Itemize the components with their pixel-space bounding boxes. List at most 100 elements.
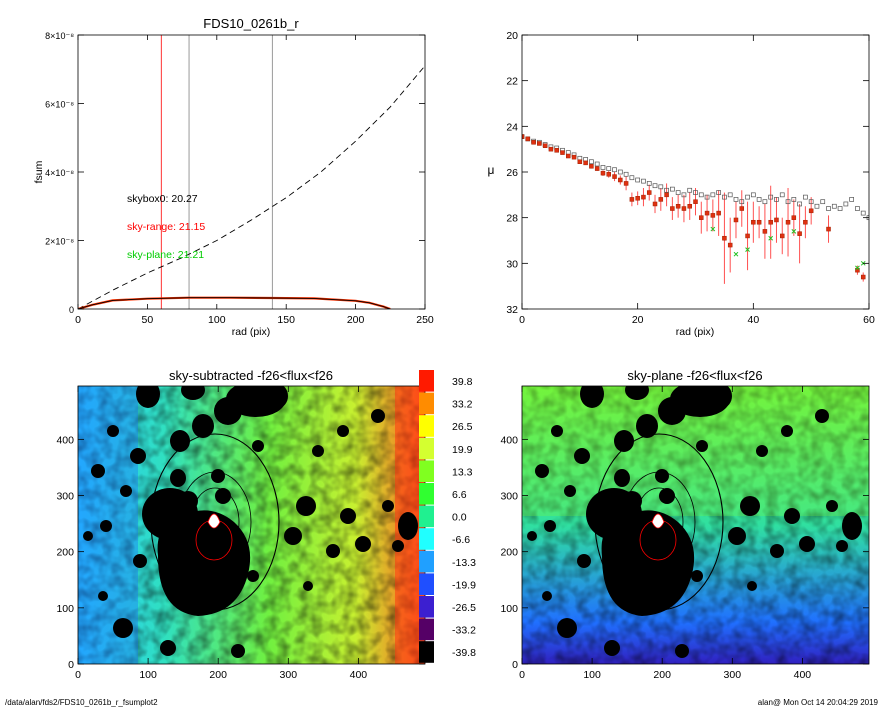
colorbar-swatch bbox=[419, 437, 434, 460]
map1-ytick-label: 100 bbox=[56, 603, 74, 615]
sb-red-point bbox=[797, 231, 802, 236]
sb-red-point bbox=[571, 154, 577, 160]
sb-green-point bbox=[768, 235, 774, 241]
sb-red-point bbox=[808, 208, 814, 214]
sb-red-point bbox=[635, 196, 640, 201]
sb-red-point bbox=[560, 150, 565, 155]
sb-red-point bbox=[745, 233, 750, 239]
sb-gray-point bbox=[722, 194, 727, 200]
map2-ytick-label: 300 bbox=[500, 491, 518, 503]
sb-gray-point bbox=[779, 192, 785, 198]
sb-gray-point bbox=[589, 159, 594, 165]
sb-ytick-label: 24 bbox=[506, 121, 518, 133]
map1-xtick-label: 200 bbox=[209, 669, 227, 681]
map2-xtick-label: 200 bbox=[653, 669, 671, 681]
sb-red-point bbox=[710, 213, 716, 218]
profile-ylabel: fsum bbox=[33, 160, 45, 183]
annotation-skybox0: skybox0: 20.27 bbox=[127, 193, 198, 205]
colorbar-label: 0.0 bbox=[452, 512, 467, 524]
footer-timestamp: alan@ Mon Oct 14 20:04:29 2019 bbox=[758, 698, 879, 707]
sb-gray-point bbox=[681, 192, 687, 198]
sb-gray-point bbox=[791, 197, 797, 202]
sb-ylabel: μ bbox=[488, 163, 495, 177]
sb-red-point bbox=[583, 160, 588, 166]
sb-ytick-label: 28 bbox=[506, 213, 518, 225]
profile-ytick-label: 6×10⁻⁸ bbox=[45, 100, 74, 110]
map2-frame bbox=[521, 385, 870, 665]
sb-gray-point bbox=[704, 194, 710, 200]
sb-xtick-label: 60 bbox=[863, 314, 875, 326]
sb-gray-point bbox=[693, 190, 698, 195]
sb-gray-point bbox=[739, 199, 745, 205]
sb-red-point bbox=[780, 233, 785, 239]
colorbar-label: -6.6 bbox=[452, 534, 470, 546]
sb-red-point bbox=[670, 206, 675, 211]
sb-ytick-label: 26 bbox=[506, 167, 518, 179]
profile-xtick-label: 0 bbox=[75, 314, 81, 326]
sb-gray-point bbox=[826, 206, 831, 211]
sb-red-point bbox=[687, 204, 692, 209]
map2-xtick-label: 100 bbox=[583, 669, 601, 681]
sb-red-point bbox=[733, 217, 739, 223]
sb-red-point bbox=[756, 219, 762, 225]
colorbar-swatch bbox=[419, 415, 434, 437]
colorbar-swatch bbox=[419, 460, 434, 482]
sb-green-point bbox=[733, 251, 739, 257]
sb-red-point bbox=[860, 274, 866, 280]
sb-gray-point bbox=[756, 197, 762, 202]
colorbar-label: 19.9 bbox=[452, 444, 473, 456]
sb-red-point bbox=[542, 143, 548, 148]
sb-green-point bbox=[791, 229, 797, 234]
map-sky-plane: sky-plane -f26<flux<f26 0 100 200 300 400 0 1… bbox=[500, 368, 870, 681]
sb-green-point bbox=[745, 247, 750, 252]
sb-gray-point bbox=[612, 167, 617, 173]
footer-filepath: /data/alan/fds2/FDS10_0261b_r_fsumplot2 bbox=[5, 698, 158, 707]
sb-gray-point bbox=[814, 203, 820, 209]
sb-ytick-label: 20 bbox=[506, 30, 518, 42]
sb-gray-point bbox=[837, 206, 843, 211]
sb-red-point bbox=[531, 140, 536, 145]
sb-gray-point bbox=[820, 199, 826, 205]
map2-ytick-label: 200 bbox=[500, 547, 518, 559]
sb-red-point bbox=[785, 219, 791, 225]
colorbar-label: -26.5 bbox=[452, 602, 476, 614]
sb-gray-point bbox=[768, 194, 774, 200]
sb-gray-point bbox=[623, 171, 629, 177]
sb-red-point bbox=[623, 181, 629, 186]
sb-gray-point bbox=[617, 169, 623, 175]
profile-black-curve bbox=[78, 297, 391, 309]
profile-plot: FDS10_0261b_r 0 50 100 150 200 250 0 2×10⁻⁸ 4×1… bbox=[33, 16, 434, 338]
sb-gray-point bbox=[831, 203, 837, 209]
profile-xlabel: rad (pix) bbox=[232, 326, 271, 338]
sb-red-point bbox=[618, 177, 623, 183]
colorbar-label: 33.2 bbox=[452, 399, 473, 411]
sb-red-point bbox=[664, 192, 669, 198]
sb-red-point bbox=[652, 201, 658, 207]
sb-red-point bbox=[762, 229, 768, 234]
profile-ytick-label: 2×10⁻⁸ bbox=[45, 237, 74, 247]
colorbar-swatch bbox=[419, 573, 434, 595]
sb-gray-point bbox=[860, 210, 866, 216]
sb-gray-point bbox=[849, 197, 855, 202]
profile-xtick-label: 250 bbox=[416, 314, 434, 326]
sb-red-point bbox=[612, 174, 617, 179]
sb-gray-point bbox=[855, 206, 860, 211]
annotation-sky-plane: sky-plane: 21.21 bbox=[127, 249, 204, 261]
sb-gray-point bbox=[785, 199, 791, 205]
sb-red-point bbox=[629, 197, 635, 202]
sb-gray-point bbox=[750, 192, 756, 198]
sb-red-point bbox=[522, 134, 525, 139]
colorbar-label: 26.5 bbox=[452, 421, 473, 433]
map2-xtick-label: 0 bbox=[519, 669, 525, 681]
sb-red-point bbox=[589, 164, 594, 169]
sb-gray-point bbox=[797, 201, 802, 207]
map-sky-subtracted: sky-subtracted -f26<flux<f26 0 100 200 300 4… bbox=[56, 368, 426, 681]
sb-gray-point bbox=[635, 177, 641, 183]
colorbar: 39.8 33.2 26.5 19.9 13.3 6.6 0.0 -6.6 -13.3 -19.9… bbox=[419, 370, 476, 663]
sb-ytick-label: 32 bbox=[506, 304, 518, 316]
profile-title: FDS10_0261b_r bbox=[203, 16, 299, 31]
map1-ytick-label: 400 bbox=[56, 434, 74, 446]
profile-xtick-label: 100 bbox=[208, 314, 226, 326]
sb-red-point bbox=[600, 170, 606, 176]
